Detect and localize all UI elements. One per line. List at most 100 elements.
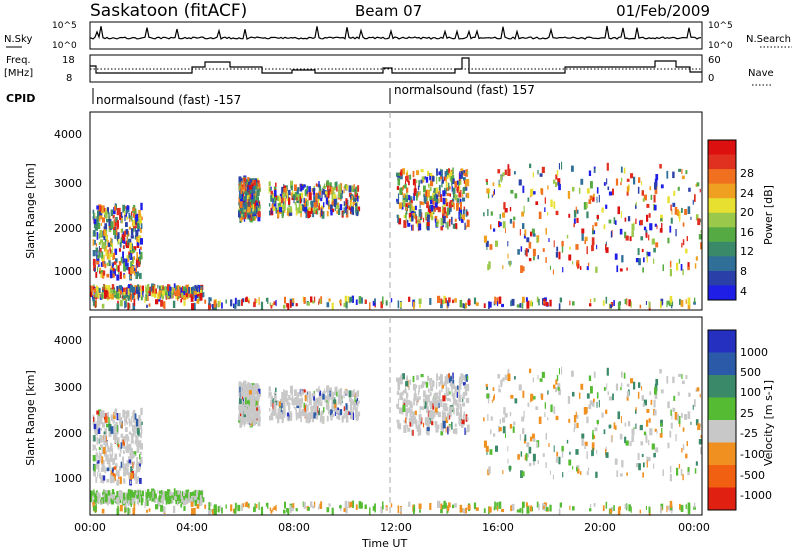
power-echo-3-299 — [327, 185, 329, 191]
power-echo-4-176 — [465, 169, 468, 177]
velocity-echo-6-61 — [254, 503, 256, 509]
velocity-echo-2-300 — [246, 396, 249, 401]
velocity-echo-3-253 — [355, 391, 357, 396]
velocity-echo-4-309 — [462, 392, 466, 396]
power-echo-6-34 — [380, 301, 383, 309]
power-echo-2-77 — [255, 186, 258, 190]
velocity-echo-5-128 — [669, 430, 672, 438]
power-echo-6-62 — [180, 299, 183, 303]
velocity-echo-6-205 — [144, 501, 146, 508]
velocity-echo-3-270 — [356, 415, 359, 422]
velocity-echo-3-264 — [338, 395, 342, 404]
power-echo-5-198 — [573, 218, 576, 224]
velocity-echo-1-145 — [180, 492, 183, 500]
velocity-echo-5-96 — [653, 409, 657, 416]
velocity-echoes — [90, 366, 703, 516]
velocity-echo-0-31 — [118, 466, 122, 471]
velocity-echo-5-214 — [596, 420, 599, 424]
nsky-left-label: N.Sky — [4, 34, 32, 45]
power-echo-0-308 — [138, 210, 141, 218]
velocity-echo-6-172 — [190, 501, 194, 507]
power-echo-1-120 — [134, 293, 136, 301]
velocity-echo-6-68 — [204, 504, 207, 509]
power-echo-3-103 — [296, 189, 299, 195]
velocity-echo-5-268 — [562, 472, 564, 478]
velocity-echo-6-177 — [289, 505, 292, 513]
velocity-echo-6-127 — [183, 506, 186, 511]
velocity-echo-1-207 — [90, 497, 92, 503]
power-echo-4-295 — [402, 199, 406, 207]
power-cbar-tick-16: 16 — [740, 226, 754, 239]
power-echo-0-284 — [129, 242, 133, 250]
power-echo-0-155 — [124, 215, 126, 222]
velocity-echo-0-208 — [95, 476, 98, 483]
velocity-echo-4-224 — [426, 407, 429, 414]
power-echo-2-301 — [241, 202, 244, 210]
velocity-echo-5-198 — [573, 423, 576, 429]
velocity-echo-4-56 — [436, 381, 438, 389]
velocity-echo-3-194 — [326, 415, 329, 422]
velocity-echo-6-93 — [331, 507, 334, 515]
power-echo-2-19 — [245, 200, 249, 205]
power-echo-0-0 — [92, 209, 95, 214]
power-echo-0-236 — [94, 267, 96, 272]
nsky-right-tick-bottom: 10^0 — [708, 41, 733, 51]
velocity-echo-3-255 — [335, 386, 338, 393]
power-echo-6-57 — [639, 304, 642, 309]
power-echo-3-163 — [315, 183, 318, 187]
vel-cbar-tick-m500: -500 — [740, 469, 765, 482]
power-echo-6-99 — [287, 303, 290, 310]
velocity-echo-6-112 — [162, 506, 166, 513]
velocity-echo-6-215 — [349, 502, 351, 509]
velocity-echo-1-46 — [177, 499, 180, 504]
power-echo-0-158 — [114, 222, 117, 227]
power-echo-5-213 — [521, 266, 525, 272]
velocity-echo-5-49 — [499, 427, 502, 432]
power-echo-3-212 — [321, 211, 325, 219]
velocity-echo-5-231 — [547, 390, 549, 395]
velocity-echo-0-181 — [139, 432, 142, 438]
power-echo-6-125 — [483, 303, 486, 308]
power-echo-3-158 — [310, 201, 312, 206]
velocity-echo-5-178 — [566, 439, 569, 444]
power-echo-0-100 — [106, 273, 110, 278]
velocity-echo-0-82 — [98, 455, 101, 463]
power-echo-5-249 — [497, 169, 501, 174]
velocity-echo-3-310 — [346, 390, 349, 396]
power-echo-4-191 — [445, 202, 449, 207]
velocity-echo-6-196 — [328, 503, 331, 507]
power-echo-5-258 — [486, 188, 490, 194]
power-echo-3-104 — [294, 184, 297, 191]
velocity-echo-0-75 — [108, 417, 110, 425]
power-echo-0-67 — [118, 248, 121, 252]
velocity-echo-0-283 — [96, 456, 98, 462]
velocity-echo-1-38 — [197, 489, 200, 495]
power-echo-3-112 — [290, 180, 294, 189]
power-echo-5-174 — [684, 209, 688, 215]
velocity-echo-6-129 — [344, 500, 348, 509]
velocity-echo-6-33 — [645, 506, 647, 510]
velocity-echo-1-223 — [119, 492, 122, 500]
power-echo-3-310 — [346, 185, 349, 191]
velocity-echo-5-81 — [660, 423, 663, 427]
velocity-echo-3-65 — [298, 408, 301, 414]
power-echo-5-230 — [661, 223, 663, 229]
velocity-echo-1-289 — [182, 500, 186, 506]
power-echo-4-90 — [396, 172, 399, 177]
velocity-echo-0-279 — [99, 420, 103, 424]
velocity-echo-5-309 — [514, 376, 516, 380]
velocity-echo-5-135 — [673, 395, 676, 401]
velocity-echo-5-204 — [680, 469, 683, 476]
power-echo-0-19 — [116, 274, 120, 281]
velocity-echo-5-12 — [633, 381, 636, 390]
power-echo-5-156 — [662, 264, 664, 272]
velocity-echo-5-227 — [561, 445, 564, 452]
power-echo-1-74 — [161, 285, 163, 290]
power-echo-4-269 — [446, 187, 449, 192]
velocity-echo-5-92 — [523, 438, 526, 444]
velocity-echo-1-263 — [96, 491, 99, 499]
velocity-echo-2-80 — [242, 393, 245, 398]
velocity-echo-0-10 — [122, 463, 126, 469]
velocity-echo-0-260 — [125, 468, 128, 475]
power-echo-4-299 — [459, 212, 461, 219]
